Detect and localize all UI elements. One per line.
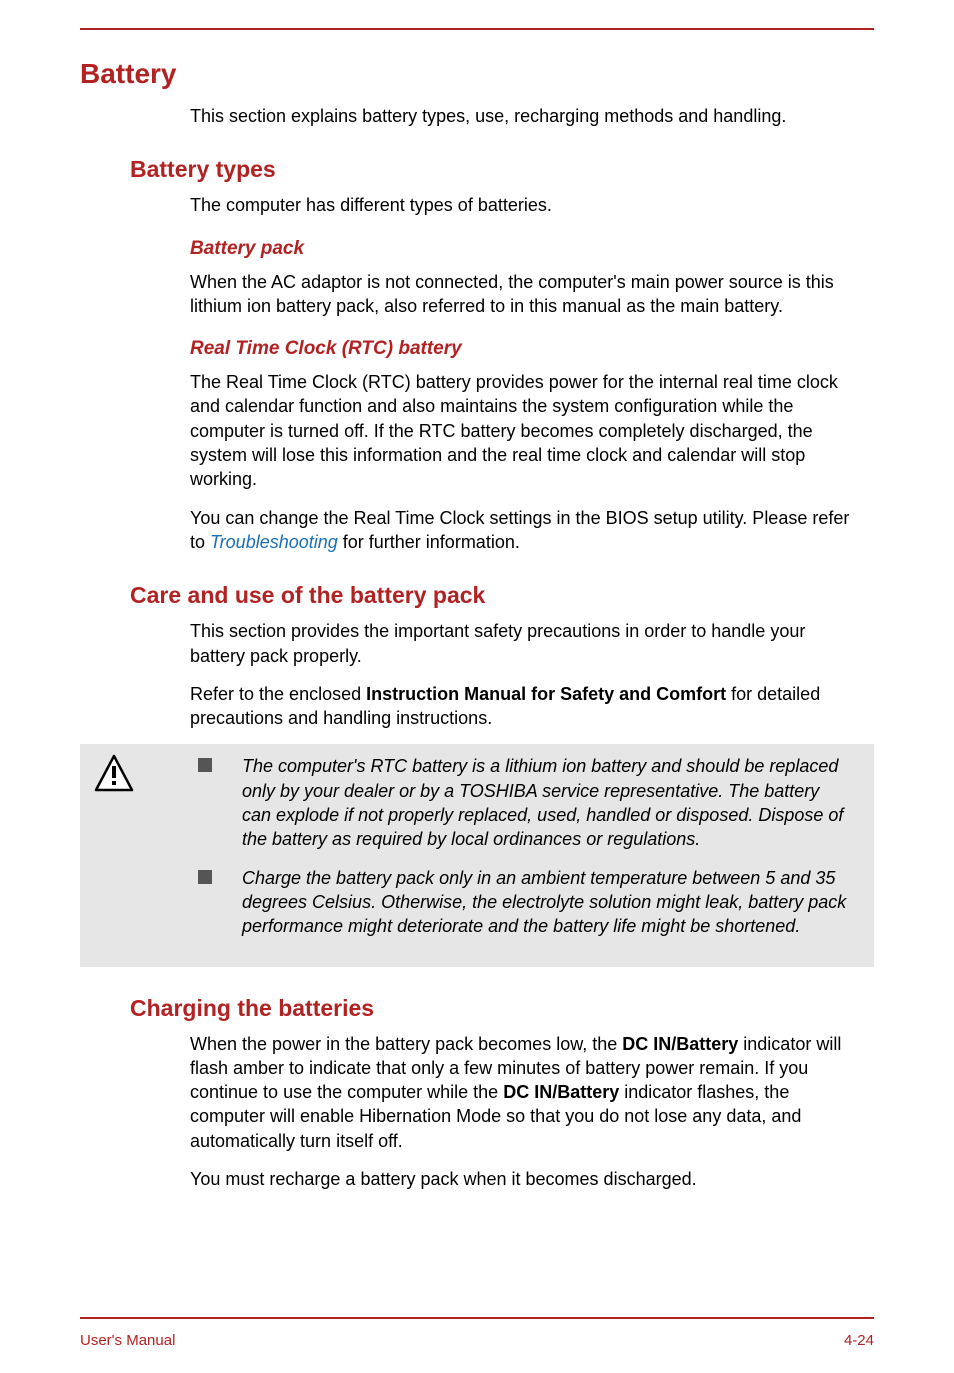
heading-charging: Charging the batteries <box>130 995 874 1022</box>
warning-item-2-text: Charge the battery pack only in an ambie… <box>242 868 846 937</box>
heading-battery-pack: Battery pack <box>190 238 874 260</box>
footer: User's Manual 4-24 <box>80 1332 874 1349</box>
charging-paragraph-2: You must recharge a battery pack when it… <box>190 1167 864 1191</box>
bullet-icon <box>198 758 212 772</box>
rtc-paragraph-2: You can change the Real Time Clock setti… <box>190 506 864 555</box>
bottom-rule <box>80 1317 874 1319</box>
intro-paragraph: This section explains battery types, use… <box>190 104 864 128</box>
rtc-para2-text-b: for further information. <box>338 532 520 552</box>
heading-battery-types: Battery types <box>130 156 874 183</box>
warning-item-1-text: The computer's RTC battery is a lithium … <box>242 756 843 849</box>
warning-item-1: The computer's RTC battery is a lithium … <box>198 754 848 851</box>
pack-paragraph: When the AC adaptor is not connected, th… <box>190 270 864 319</box>
care-para2-text-a: Refer to the enclosed <box>190 684 366 704</box>
rtc-paragraph-1: The Real Time Clock (RTC) battery provid… <box>190 370 864 491</box>
care-paragraph-2: Refer to the enclosed Instruction Manual… <box>190 682 864 731</box>
warning-list: The computer's RTC battery is a lithium … <box>198 754 854 938</box>
heading-rtc-battery: Real Time Clock (RTC) battery <box>190 338 874 360</box>
top-rule <box>80 28 874 30</box>
bullet-icon <box>198 870 212 884</box>
footer-right: 4-24 <box>844 1332 874 1349</box>
types-intro-paragraph: The computer has different types of batt… <box>190 193 864 217</box>
heading-care-use: Care and use of the battery pack <box>130 582 874 609</box>
charging-para1-bold2: DC IN/Battery <box>503 1082 619 1102</box>
care-paragraph-1: This section provides the important safe… <box>190 619 864 668</box>
troubleshooting-link[interactable]: Troubleshooting <box>210 532 338 552</box>
heading-battery: Battery <box>80 58 874 90</box>
charging-para1-text-a: When the power in the battery pack becom… <box>190 1034 622 1054</box>
care-para2-bold: Instruction Manual for Safety and Comfor… <box>366 684 726 704</box>
footer-left: User's Manual <box>80 1332 175 1349</box>
warning-item-2: Charge the battery pack only in an ambie… <box>198 866 848 939</box>
warning-icon <box>94 754 134 794</box>
charging-para1-bold1: DC IN/Battery <box>622 1034 738 1054</box>
warning-note-block: The computer's RTC battery is a lithium … <box>80 744 874 966</box>
charging-paragraph-1: When the power in the battery pack becom… <box>190 1032 864 1153</box>
